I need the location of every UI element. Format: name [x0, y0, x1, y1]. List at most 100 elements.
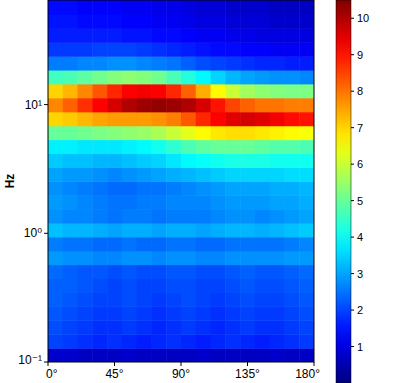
cell [137, 167, 152, 181]
cell [107, 306, 122, 320]
cell [48, 209, 63, 224]
cell [211, 209, 226, 224]
cell [255, 84, 270, 98]
cell [181, 154, 196, 168]
colorbar-tick [351, 273, 354, 274]
y-tick-label: 10⁻¹ [18, 353, 42, 367]
cell [166, 251, 181, 265]
cell [48, 14, 63, 28]
cell [255, 154, 270, 168]
cell [92, 70, 107, 84]
cell [181, 112, 196, 126]
cell [299, 140, 314, 154]
cell [225, 265, 240, 279]
cell [92, 181, 107, 195]
cell [211, 306, 226, 320]
cell [211, 292, 226, 306]
cell [78, 265, 93, 279]
cell [225, 181, 240, 195]
cell [270, 292, 285, 306]
colorbar-tick-label: 8 [357, 85, 363, 97]
cell [107, 0, 122, 15]
cell [255, 28, 270, 42]
cell [270, 306, 285, 320]
cell [122, 84, 137, 98]
cell [78, 167, 93, 181]
cell [284, 14, 299, 28]
colorbar-tick-label: 4 [357, 231, 363, 243]
cell [270, 140, 285, 154]
cell [211, 112, 226, 126]
cell [284, 181, 299, 195]
cell [270, 348, 285, 362]
cell [284, 0, 299, 15]
cell [48, 251, 63, 265]
cell [284, 195, 299, 209]
cell [78, 56, 93, 70]
cell [78, 279, 93, 293]
cell [270, 112, 285, 126]
cell [137, 14, 152, 28]
cell [48, 195, 63, 209]
cell [284, 167, 299, 181]
cell [166, 320, 181, 334]
cell [63, 265, 78, 279]
cell [196, 237, 211, 251]
x-tick-label: 180° [295, 367, 320, 381]
cell [122, 56, 137, 70]
cell [122, 0, 137, 15]
cell [166, 0, 181, 15]
cell [299, 265, 314, 279]
cell [196, 42, 211, 56]
cell [240, 334, 255, 348]
cell [107, 265, 122, 279]
colorbar-tick-label: 3 [357, 268, 363, 280]
cell [63, 223, 78, 237]
cell [181, 223, 196, 237]
cell [63, 292, 78, 306]
cell [181, 320, 196, 334]
cell [151, 70, 166, 84]
cell [181, 56, 196, 70]
cell [92, 265, 107, 279]
cell [255, 292, 270, 306]
cell [107, 334, 122, 348]
cell [137, 279, 152, 293]
cell [299, 251, 314, 265]
cell [225, 0, 240, 15]
cell [137, 84, 152, 98]
cell [166, 126, 181, 140]
cell [48, 181, 63, 195]
cell [270, 181, 285, 195]
cell [107, 181, 122, 195]
cell [78, 181, 93, 195]
cell [196, 223, 211, 237]
cell [196, 292, 211, 306]
cell [299, 42, 314, 56]
cell [255, 181, 270, 195]
cell [255, 265, 270, 279]
cell [78, 292, 93, 306]
cell [299, 56, 314, 70]
cell [166, 209, 181, 224]
cell [270, 42, 285, 56]
cell [137, 126, 152, 140]
cell [166, 334, 181, 348]
cell [166, 98, 181, 112]
colorbar-tick-label: 7 [357, 122, 363, 134]
cell [92, 126, 107, 140]
cell [211, 154, 226, 168]
cell [48, 279, 63, 293]
cell [78, 223, 93, 237]
x-tick-label: 0° [46, 367, 58, 381]
cell [211, 140, 226, 154]
cell [166, 167, 181, 181]
cell [196, 334, 211, 348]
cell [78, 14, 93, 28]
cell [63, 320, 78, 334]
cell [78, 84, 93, 98]
cell [48, 292, 63, 306]
y-tick-label: 10¹ [25, 98, 42, 112]
cell [240, 98, 255, 112]
cell [166, 70, 181, 84]
